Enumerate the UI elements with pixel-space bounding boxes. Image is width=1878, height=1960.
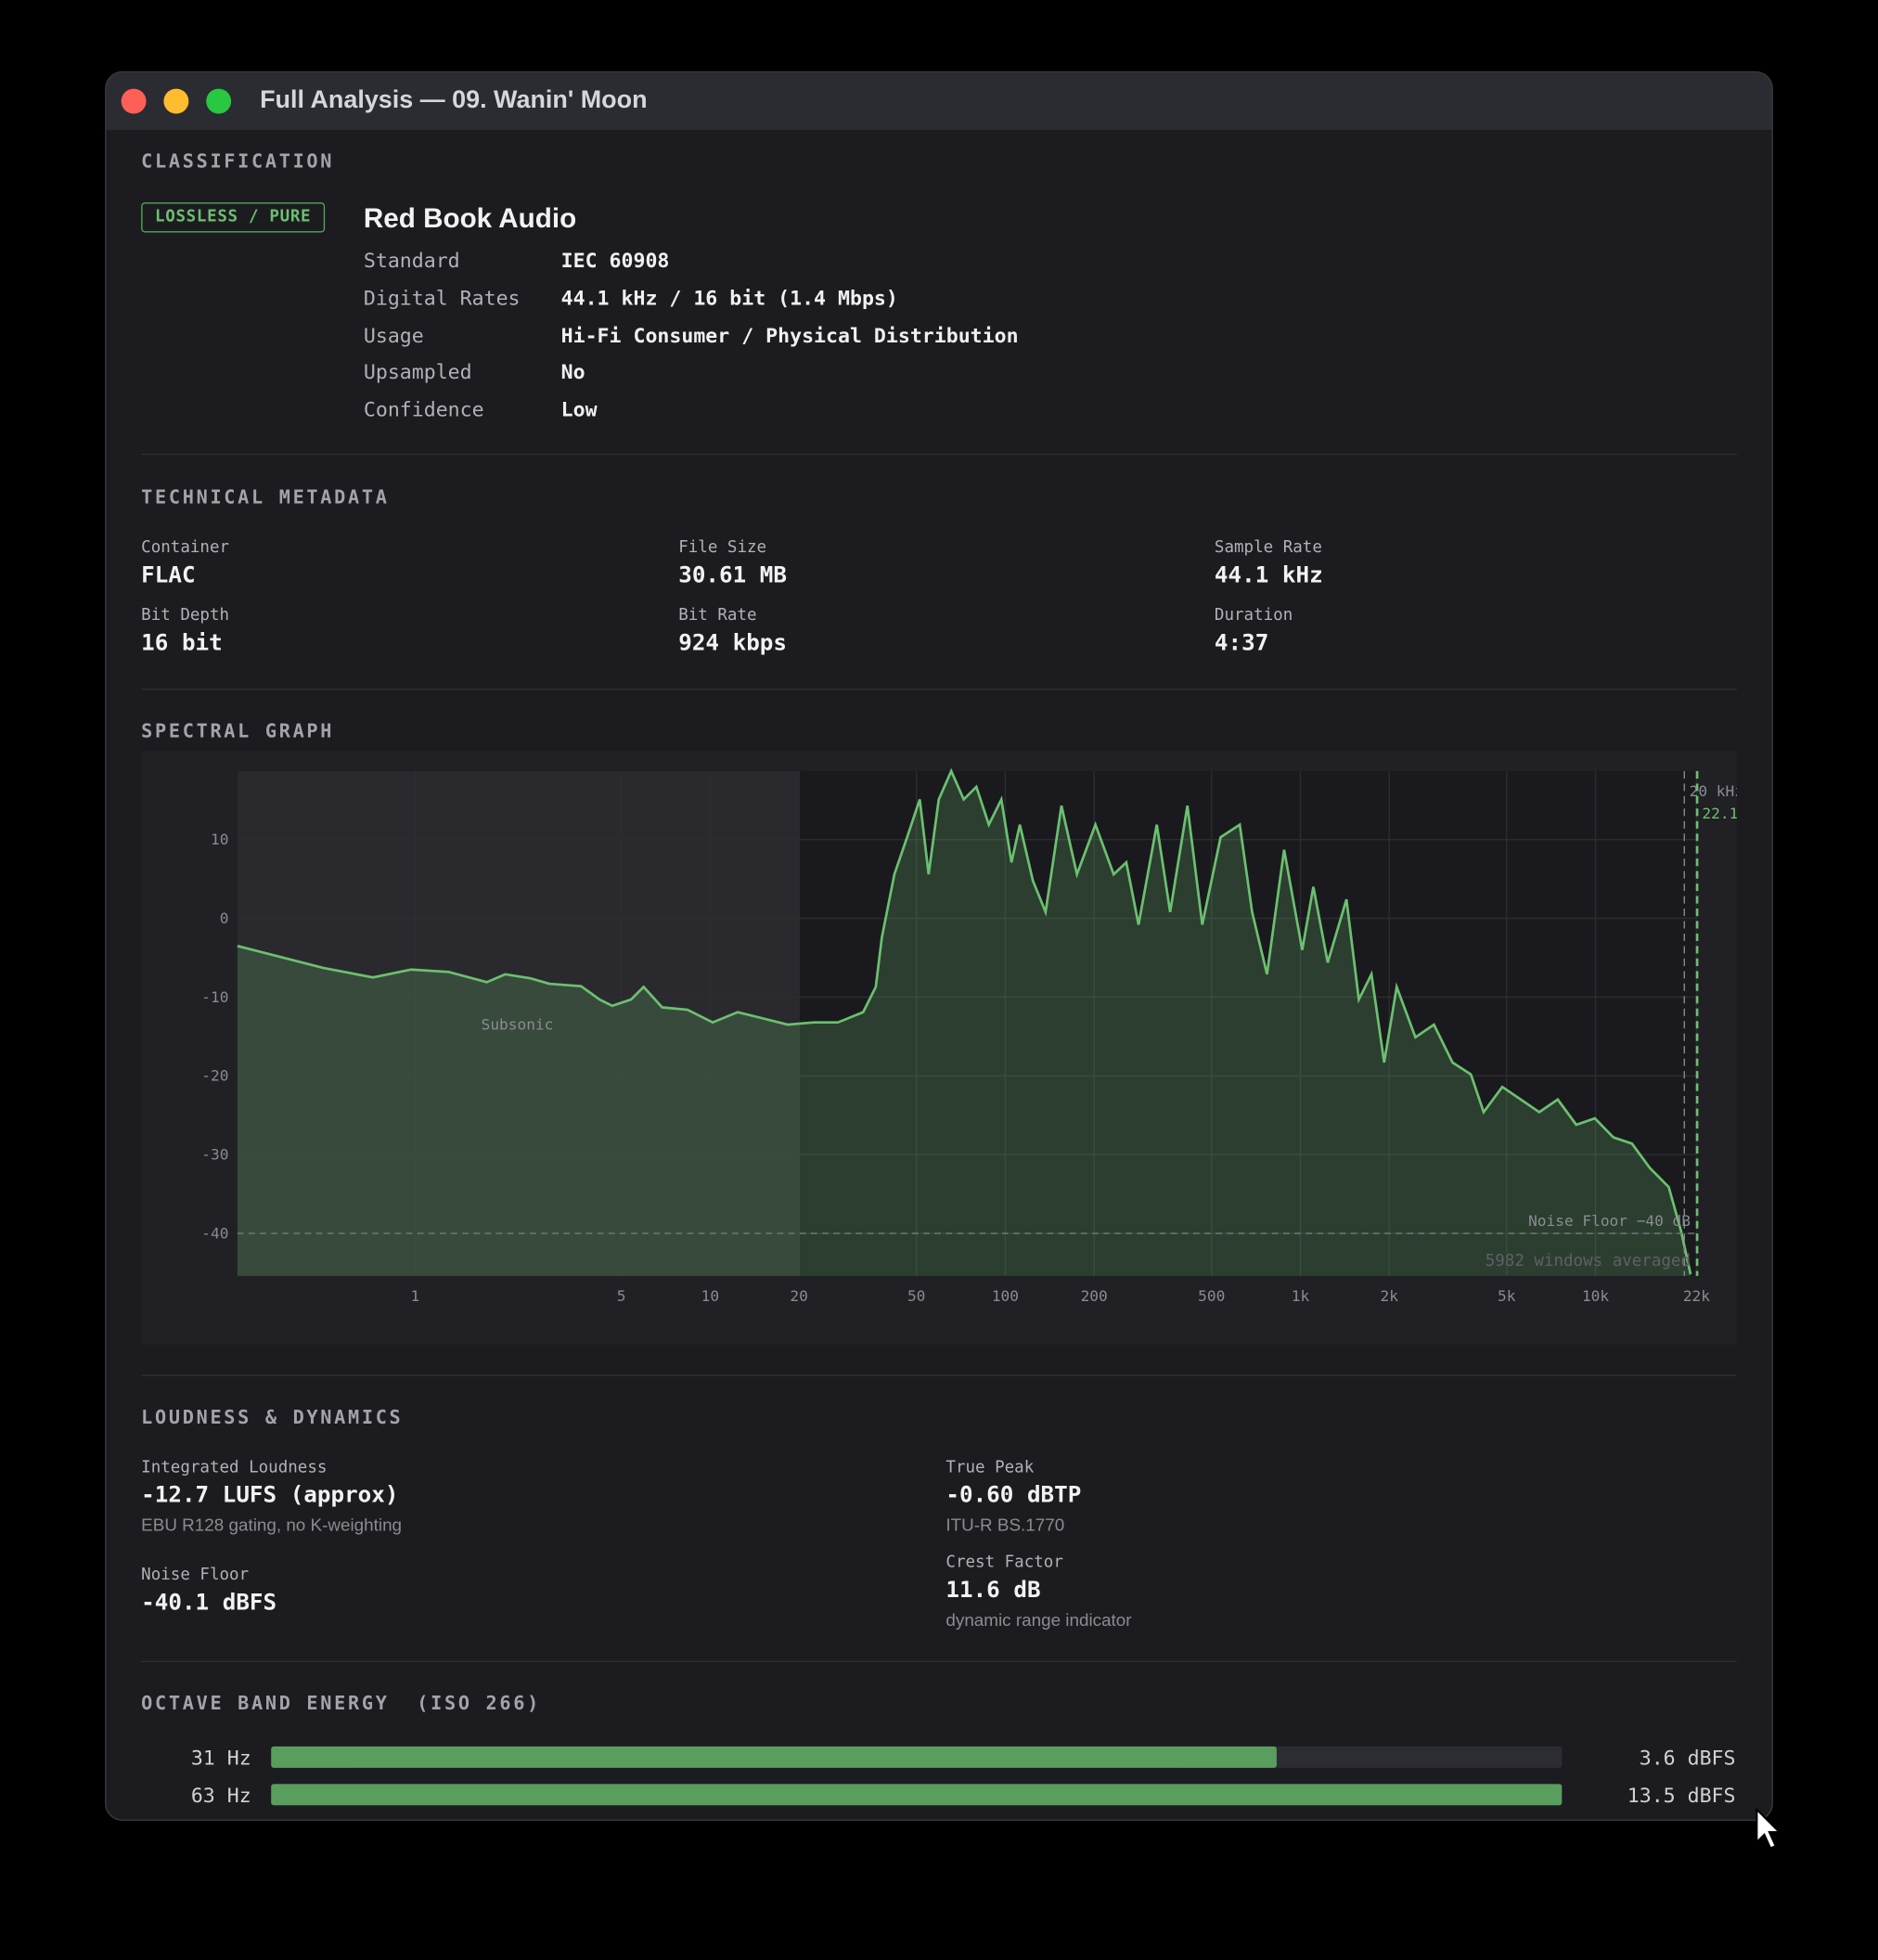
minimize-button[interactable]: [163, 88, 189, 114]
y-tick-label: 10: [211, 831, 228, 848]
band-label: 31 Hz: [191, 1747, 251, 1770]
loudness-value: 11.6 dB: [945, 1577, 1041, 1604]
x-tick-label: 22k: [1683, 1287, 1710, 1305]
octave-bars: 31 Hz 3.6 dBFS 63 Hz 13.5 dBFS: [191, 1746, 1736, 1808]
loudness-note: EBU R128 gating, no K-weighting: [141, 1515, 403, 1535]
meta-value: 30.61 MB: [678, 561, 787, 589]
section-heading: CLASSIFICATION: [141, 149, 335, 173]
x-tick-label: 200: [1081, 1287, 1108, 1305]
title-bar: Full Analysis — 09. Wanin' Moon: [106, 72, 1772, 131]
y-tick-label: -30: [201, 1146, 228, 1164]
row-label: Standard: [363, 248, 460, 273]
value-label: 3.6 dBFS: [1640, 1747, 1736, 1770]
value-label: 13.5 dBFS: [1627, 1785, 1736, 1808]
divider: [141, 1374, 1737, 1376]
divider: [141, 688, 1737, 690]
x-tick-label: 1k: [1292, 1287, 1310, 1305]
badge: LOSSLESS / PURE: [141, 202, 326, 233]
meta-value: 44.1 kHz: [1214, 561, 1323, 589]
window-title: Full Analysis — 09. Wanin' Moon: [260, 85, 648, 114]
loudness-label: Integrated Loudness: [141, 1458, 328, 1477]
band-label: 63 Hz: [191, 1785, 251, 1808]
x-tick-label: 2k: [1380, 1287, 1398, 1305]
row-label: Digital Rates: [363, 286, 521, 310]
marker-label: 20 kHz: [1690, 782, 1743, 800]
y-tick-label: -20: [201, 1067, 228, 1085]
x-tick-label: 50: [907, 1287, 925, 1305]
x-tick-label: 500: [1198, 1287, 1225, 1305]
bar: [271, 1746, 1277, 1768]
y-tick-label: -10: [201, 988, 228, 1006]
meta-label: Bit Rate: [678, 605, 757, 625]
meta-value: 16 bit: [141, 629, 223, 656]
bar: [271, 1784, 1563, 1806]
x-tick-label: 1: [410, 1287, 419, 1305]
y-tick-label: 0: [220, 909, 229, 927]
section-heading: SPECTRAL GRAPH: [141, 719, 335, 742]
meta-label: File Size: [678, 538, 767, 558]
loudness-note: dynamic range indicator: [945, 1609, 1132, 1631]
row-label: Usage: [363, 323, 424, 347]
noise-floor-label: Noise Floor −40 dB: [1528, 1212, 1691, 1230]
row-value: 44.1 kHz / 16 bit (1.4 Mbps): [560, 286, 898, 310]
section-heading: TECHNICAL METADATA: [141, 485, 390, 509]
x-tick-label: 10k: [1582, 1287, 1609, 1305]
loudness-value: -12.7 LUFS (approx): [141, 1482, 399, 1509]
row-value: IEC 60908: [560, 248, 670, 273]
close-button[interactable]: [121, 88, 147, 114]
meta-label: Bit Depth: [141, 605, 230, 625]
meta-value: FLAC: [141, 561, 196, 589]
loudness-label: Noise Floor: [141, 1566, 250, 1585]
divider: [141, 453, 1737, 456]
spectral-graph: -40 -30 -20 -10 0 10 1 5 10 20 50 100 200 500 1k 2k 5k 10…: [201, 767, 1774, 1305]
section-heading: OCTAVE BAND ENERGY (ISO 266): [141, 1692, 541, 1715]
divider: [141, 1660, 1737, 1663]
zoom-button[interactable]: [206, 88, 232, 114]
meta-label: Container: [141, 538, 230, 558]
loudness-label: Crest Factor: [945, 1553, 1063, 1573]
meta-label: Sample Rate: [1214, 538, 1322, 558]
x-tick-label: 5: [617, 1287, 626, 1305]
row-label: Upsampled: [363, 360, 472, 384]
meta-value: 924 kbps: [678, 629, 787, 656]
loudness-value: -40.1 dBFS: [141, 1589, 277, 1617]
meta-label: Duration: [1214, 605, 1293, 625]
row-label: Confidence: [363, 397, 484, 422]
row-value: Hi-Fi Consumer / Physical Distribution: [560, 323, 1019, 347]
marker-label: 22.1 kHz: [1702, 805, 1774, 822]
x-tick-label: 20: [790, 1287, 807, 1305]
x-tick-label: 5k: [1498, 1287, 1516, 1305]
subsonic-region: [237, 770, 800, 1276]
spectrum-area: [237, 770, 1691, 1276]
loudness-label: True Peak: [945, 1458, 1035, 1477]
region-label: Subsonic: [482, 1016, 554, 1034]
y-tick-label: -40: [201, 1224, 228, 1242]
loudness-value: -0.60 dBTP: [945, 1482, 1082, 1509]
mouse-cursor: [1756, 1807, 1782, 1850]
meta-value: 4:37: [1214, 629, 1269, 656]
row-value: Low: [560, 397, 598, 422]
classification-name: Red Book Audio: [363, 202, 577, 234]
x-tick-label: 10: [701, 1287, 719, 1305]
loudness-note: ITU-R BS.1770: [945, 1515, 1065, 1535]
annotation: 5982 windows averaged: [1486, 1252, 1691, 1270]
section-heading: LOUDNESS & DYNAMICS: [141, 1405, 404, 1429]
row-value: No: [560, 360, 585, 384]
x-tick-label: 100: [992, 1287, 1019, 1305]
spectrum-line: [237, 767, 1692, 1275]
